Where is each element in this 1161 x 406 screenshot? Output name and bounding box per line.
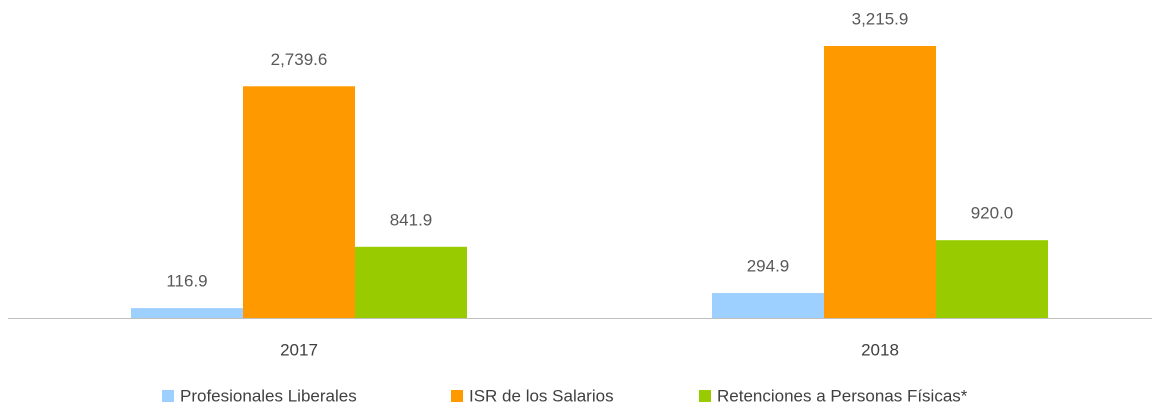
value-label: 920.0 xyxy=(971,204,1014,223)
legend-swatch xyxy=(162,390,174,402)
legend-swatch xyxy=(699,390,711,402)
value-label: 294.9 xyxy=(747,257,790,276)
value-label: 116.9 xyxy=(166,272,207,291)
bar xyxy=(824,46,936,318)
legend-label: ISR de los Salarios xyxy=(469,386,614,405)
value-label: 841.9 xyxy=(390,210,433,229)
x-tick-label: 2017 xyxy=(280,340,318,359)
x-tick-label: 2018 xyxy=(861,340,899,359)
legend-label: Profesionales Liberales xyxy=(180,386,357,405)
bar xyxy=(712,293,824,318)
value-label: 3,215.9 xyxy=(852,9,909,28)
bar xyxy=(355,246,467,318)
legend-label: Retenciones a Personas Físicas* xyxy=(717,386,968,405)
value-label: 2,739.6 xyxy=(271,50,328,69)
legend-swatch xyxy=(451,390,463,402)
bar xyxy=(936,240,1048,318)
bar xyxy=(131,308,243,318)
bar xyxy=(243,86,355,318)
